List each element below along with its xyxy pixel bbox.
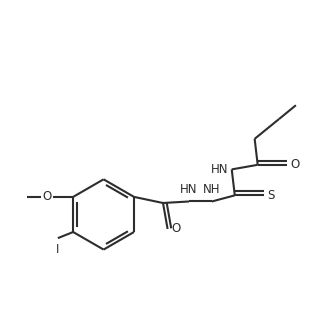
Text: HN: HN [211,163,228,176]
Text: NH: NH [203,183,220,196]
Text: HN: HN [180,183,198,196]
Text: S: S [267,189,274,202]
Text: I: I [56,243,60,256]
Text: O: O [43,190,52,204]
Text: O: O [171,223,180,235]
Text: O: O [290,158,299,171]
